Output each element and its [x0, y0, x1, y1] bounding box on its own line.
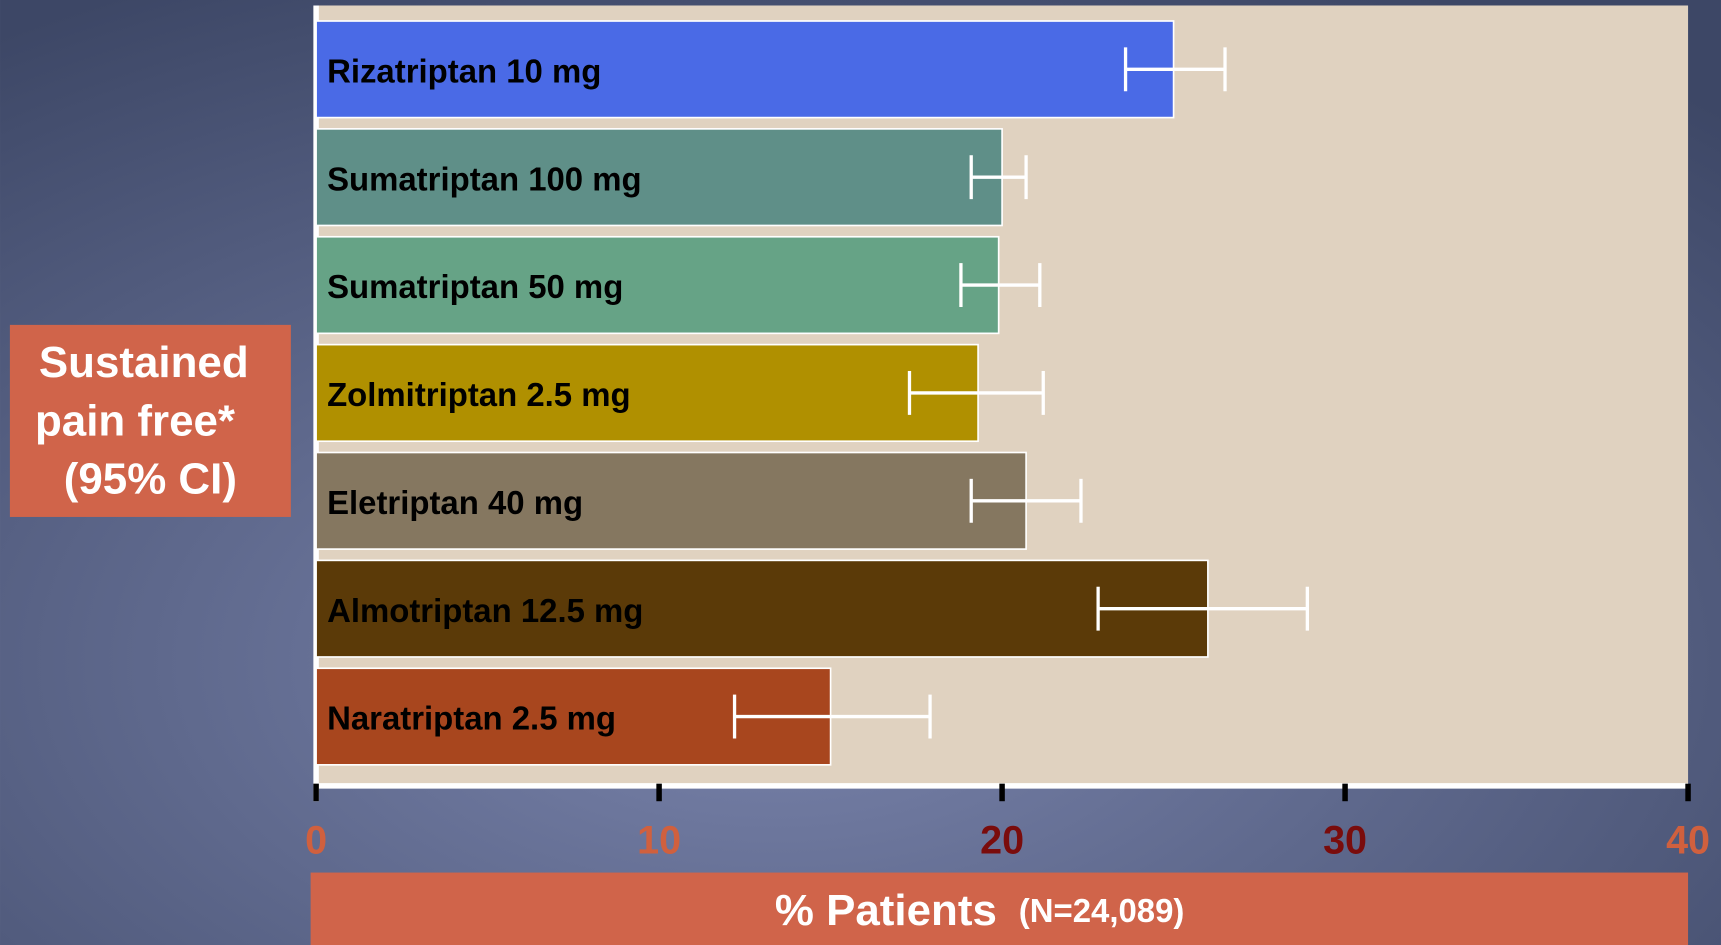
x-tick-label: 30: [1323, 818, 1367, 862]
y-label: pain free*: [35, 396, 236, 445]
bar: [315, 559, 1209, 658]
bar-label: Almotriptan 12.5 mg: [327, 592, 643, 629]
bar: [315, 235, 1000, 335]
y-label: Sustained: [39, 338, 249, 387]
y-label: (95% CI): [64, 454, 237, 503]
x-tick-label: 0: [305, 818, 327, 862]
bar-label: Sumatriptan 100 mg: [327, 160, 642, 197]
x-tick-label: 40: [1666, 818, 1710, 862]
plot: 0 10 20 30 40 Rizatriptan 10 mg Sumatriptan 10…: [305, 5, 1710, 862]
x-label-box: [310, 872, 1689, 945]
bar-label: Zolmitriptan 2.5 mg: [327, 376, 631, 413]
bar-label: Eletriptan 40 mg: [327, 484, 583, 521]
x-label: % Patients (N=24,089): [775, 886, 1184, 935]
y-label-box: [9, 324, 291, 517]
bar-label: Rizatriptan 10 mg: [327, 52, 601, 89]
bar: [315, 343, 979, 443]
x-tick-label: 20: [980, 818, 1024, 862]
x-tick-label: 10: [637, 818, 681, 862]
bar-label: Sumatriptan 50 mg: [327, 268, 623, 305]
bar: [315, 128, 1003, 227]
bar-label: Naratriptan 2.5 mg: [327, 700, 616, 737]
bar: [315, 20, 1175, 119]
